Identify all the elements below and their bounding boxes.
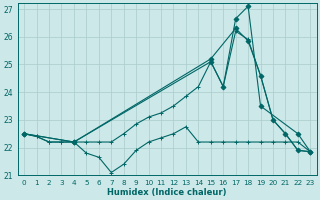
X-axis label: Humidex (Indice chaleur): Humidex (Indice chaleur) xyxy=(108,188,227,197)
